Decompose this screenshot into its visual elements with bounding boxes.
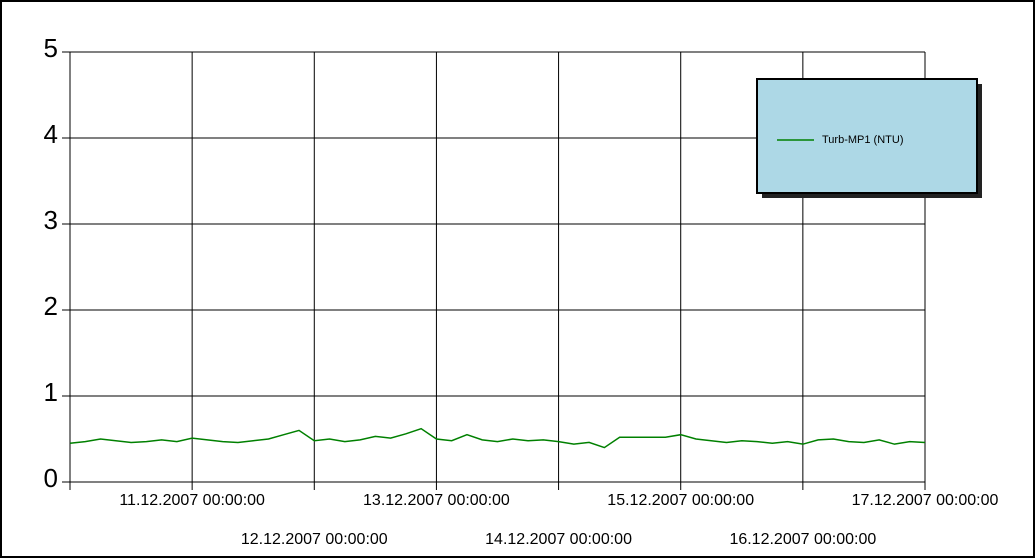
- x-tick-label: 14.12.2007 00:00:00: [485, 531, 632, 548]
- x-tick-label: 15.12.2007 00:00:00: [607, 492, 754, 509]
- y-tick-label: 1: [44, 377, 58, 407]
- y-tick-label: 3: [44, 205, 58, 235]
- y-tick-label: 0: [44, 463, 58, 493]
- data-line: [69, 427, 926, 449]
- x-tick-label: 17.12.2007 00:00:00: [852, 492, 999, 509]
- y-tick-label: 2: [44, 291, 58, 321]
- x-tick-label: 12.12.2007 00:00:00: [241, 531, 388, 548]
- y-tick-label: 5: [44, 33, 58, 63]
- x-tick-label: 16.12.2007 00:00:00: [729, 531, 876, 548]
- legend-box: [756, 78, 978, 194]
- y-tick-label: 4: [44, 119, 58, 149]
- legend: Turb-MP1 (NTU): [756, 78, 982, 198]
- x-tick-label: 11.12.2007 00:00:00: [119, 492, 265, 509]
- legend-label: Turb-MP1 (NTU): [822, 134, 903, 146]
- x-tick-label: 13.12.2007 00:00:00: [363, 492, 510, 509]
